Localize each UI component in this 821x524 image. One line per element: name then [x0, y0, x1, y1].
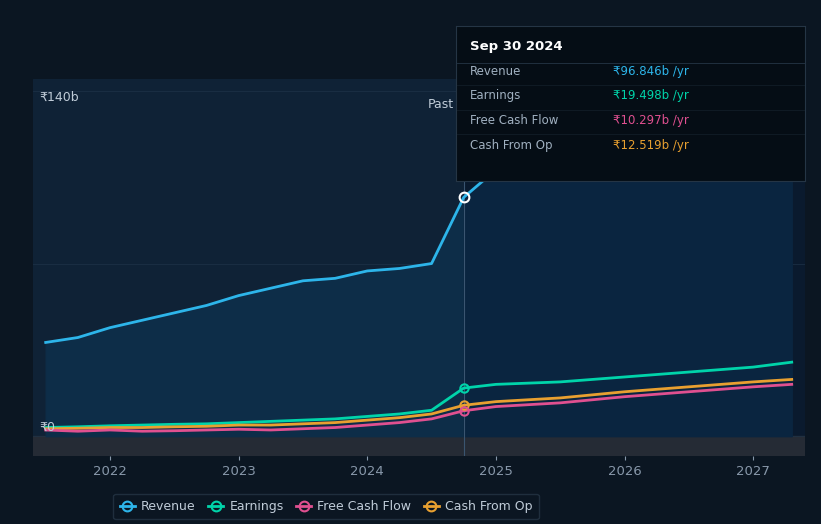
Text: Sep 30 2024: Sep 30 2024: [470, 40, 562, 53]
Bar: [33, 436, 805, 461]
Bar: [33, 79, 464, 456]
Text: ₹12.519b /yr: ₹12.519b /yr: [612, 139, 689, 152]
Text: Revenue: Revenue: [470, 64, 521, 78]
Text: ₹10.297b /yr: ₹10.297b /yr: [612, 114, 689, 127]
Text: Earnings: Earnings: [470, 89, 521, 102]
Text: Analysts Forecasts: Analysts Forecasts: [474, 99, 590, 111]
Text: ₹96.846b /yr: ₹96.846b /yr: [612, 64, 689, 78]
Text: Free Cash Flow: Free Cash Flow: [470, 114, 558, 127]
Text: ₹140b: ₹140b: [39, 91, 79, 104]
Text: ₹19.498b /yr: ₹19.498b /yr: [612, 89, 689, 102]
Legend: Revenue, Earnings, Free Cash Flow, Cash From Op: Revenue, Earnings, Free Cash Flow, Cash …: [113, 494, 539, 519]
Text: ₹0: ₹0: [39, 421, 55, 434]
Bar: [464, 79, 805, 456]
Text: Cash From Op: Cash From Op: [470, 139, 552, 152]
Text: Past: Past: [427, 99, 453, 111]
